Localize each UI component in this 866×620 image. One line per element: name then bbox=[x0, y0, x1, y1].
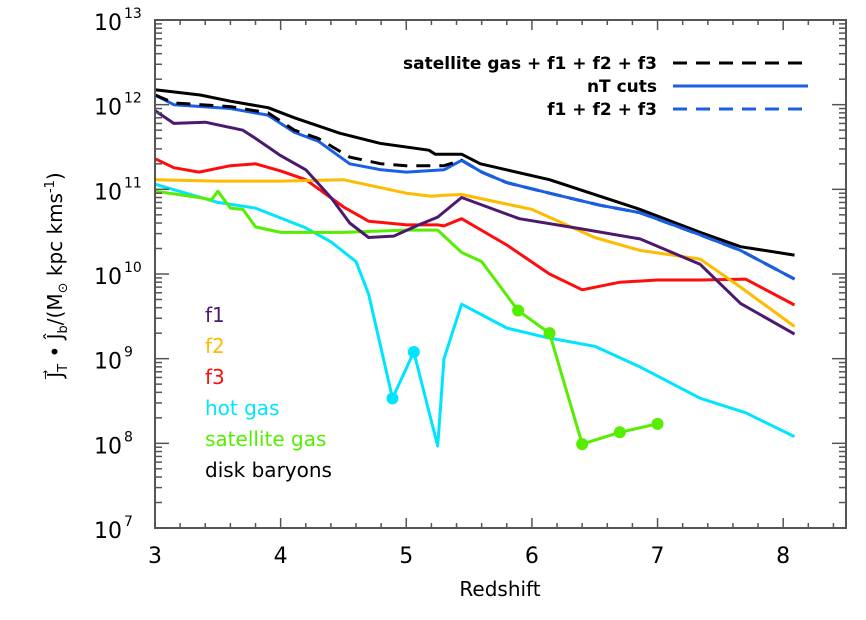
legend-top-right: satellite gas + f1 + f2 + f3 nT cuts f1 + … bbox=[403, 54, 808, 120]
series-nt-cuts bbox=[154, 93, 796, 281]
satellite-gas-marker bbox=[651, 417, 664, 430]
y-tick-exponent: 13 bbox=[124, 6, 142, 22]
legend-label: satellite gas bbox=[205, 427, 326, 451]
legend-label: satellite gas + f1 + f2 + f3 bbox=[403, 54, 657, 74]
satellite-gas-marker bbox=[512, 304, 525, 317]
y-tick-exponent: 12 bbox=[124, 91, 142, 107]
legend-label: nT cuts bbox=[587, 77, 657, 97]
hot-gas-marker bbox=[386, 392, 399, 405]
legend-label: f1 bbox=[205, 303, 225, 327]
legend-label: disk baryons bbox=[205, 458, 332, 482]
y-tick-exponent: 9 bbox=[124, 345, 133, 361]
series-f2 bbox=[154, 178, 796, 328]
legend-label: hot gas bbox=[205, 396, 279, 420]
x-tick-label: 8 bbox=[776, 544, 790, 569]
hot-gas-marker bbox=[407, 345, 420, 358]
y-tick-exponent: 11 bbox=[124, 175, 142, 191]
y-tick-label: 10 bbox=[94, 519, 122, 544]
y-tick-exponent: 7 bbox=[124, 514, 133, 530]
series-disk-baryons bbox=[154, 88, 795, 257]
x-tick-label: 4 bbox=[274, 544, 288, 569]
legend-bottom-left: f1 f2 f3 hot gas satellite gas disk baryons bbox=[205, 303, 332, 482]
series-layer bbox=[154, 88, 796, 451]
y-axis-title: J⃗T • Ĵb/(M⊙ kpc kms-1) bbox=[42, 172, 71, 380]
y-tick-label: 10 bbox=[94, 350, 122, 375]
y-tick-label: 10 bbox=[94, 265, 122, 290]
x-tick-label: 6 bbox=[525, 544, 539, 569]
x-tick-label: 7 bbox=[651, 544, 665, 569]
legend-label: f3 bbox=[205, 365, 225, 389]
svg-text:J⃗T • Ĵb/(M⊙ kpc kms-1): J⃗T • Ĵb/(M⊙ kpc kms-1) bbox=[42, 172, 71, 380]
x-tick-label: 3 bbox=[148, 544, 162, 569]
series-f3 bbox=[154, 157, 796, 307]
x-axis-title: Redshift bbox=[459, 577, 540, 601]
series-hot-gas bbox=[154, 182, 796, 448]
y-tick-label: 10 bbox=[94, 11, 122, 36]
series-f1 bbox=[154, 109, 796, 336]
x-tick-label: 5 bbox=[399, 544, 413, 569]
satellite-gas-marker bbox=[613, 426, 626, 439]
y-tick-exponent: 8 bbox=[124, 429, 133, 445]
legend-label: f1 + f2 + f3 bbox=[547, 100, 657, 120]
y-tick-label: 10 bbox=[94, 180, 122, 205]
series-satellite-gas bbox=[154, 189, 658, 446]
plot-frame bbox=[154, 19, 847, 529]
y-tick-label: 10 bbox=[94, 434, 122, 459]
series-satellite-gas-f1-f2-f3 bbox=[154, 93, 796, 281]
satellite-gas-marker bbox=[543, 327, 556, 340]
y-tick-label: 10 bbox=[94, 96, 122, 121]
axes bbox=[154, 19, 847, 529]
series-f1-f2-f3 bbox=[460, 159, 796, 281]
satellite-gas-marker bbox=[576, 438, 589, 451]
y-tick-exponent: 10 bbox=[124, 260, 142, 276]
legend-label: f2 bbox=[205, 334, 225, 358]
